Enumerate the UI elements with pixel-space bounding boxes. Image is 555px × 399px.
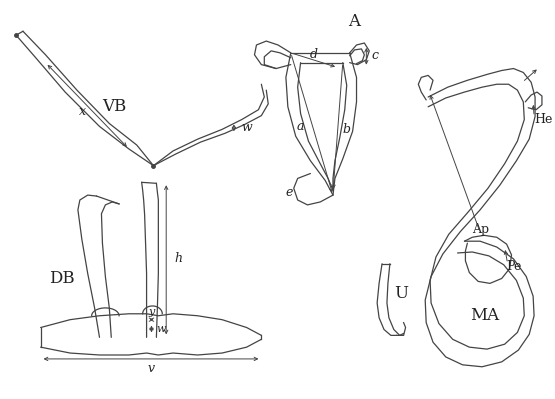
- Text: w: w: [157, 324, 166, 334]
- Text: Pe: Pe: [507, 260, 522, 273]
- Text: c: c: [372, 49, 379, 62]
- Text: a: a: [297, 120, 304, 133]
- Text: w: w: [241, 121, 252, 134]
- Text: e: e: [285, 186, 292, 199]
- Text: v: v: [148, 362, 155, 375]
- Text: U: U: [395, 285, 408, 302]
- Text: MA: MA: [471, 307, 500, 324]
- Text: x: x: [79, 105, 87, 118]
- Text: A: A: [349, 13, 361, 30]
- Text: d: d: [309, 48, 317, 61]
- Text: b: b: [343, 123, 351, 136]
- Text: y: y: [148, 307, 155, 317]
- Text: h: h: [174, 252, 182, 265]
- Text: Ap: Ap: [472, 223, 490, 236]
- Text: He: He: [534, 113, 552, 126]
- Text: DB: DB: [49, 270, 75, 287]
- Text: VB: VB: [102, 98, 127, 115]
